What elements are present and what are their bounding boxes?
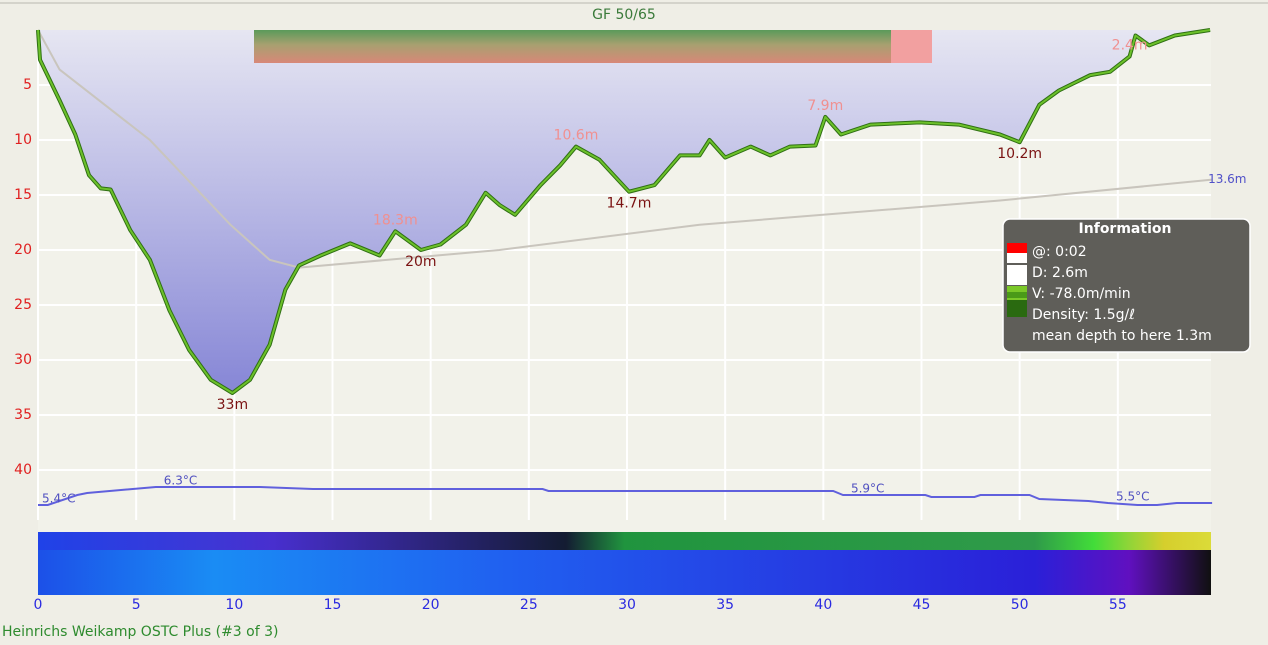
- depth-label: 18.3m: [373, 212, 418, 228]
- depth-label: 33m: [217, 397, 248, 413]
- depth-label: 20m: [405, 254, 436, 270]
- y-tick-label: 30: [14, 352, 32, 368]
- info-line: D: 2.6m: [1032, 265, 1088, 281]
- tissue-bar: [254, 30, 891, 63]
- x-tick-label: 0: [34, 597, 43, 613]
- heatmap-top: [38, 532, 1211, 550]
- depth-label: 10.2m: [997, 146, 1042, 162]
- temperature-label: 5.4°C: [42, 492, 75, 506]
- lines-layer: 13.6m 33m 18.3m 20m 10.6m 14.7m 7.9m 10.2m 2.4m 5…: [36, 28, 1246, 506]
- info-box-frame: [1002, 218, 1251, 353]
- y-tick-label: 25: [14, 297, 32, 313]
- y-tick-label: 20: [14, 242, 32, 258]
- temperature-label: 5.5°C: [1116, 490, 1149, 504]
- depth-label: 7.9m: [807, 98, 843, 114]
- y-tick-label: 15: [14, 187, 32, 203]
- x-tick-label: 35: [716, 597, 734, 613]
- depth-line: [37, 29, 1211, 394]
- icon: [1007, 265, 1027, 285]
- info-line: V: -78.0m/min: [1032, 286, 1131, 302]
- depth-label: 14.7m: [607, 196, 652, 212]
- y-tick-label: 10: [14, 132, 32, 148]
- depth-label: 2.4m: [1112, 37, 1148, 53]
- x-tick-label: 20: [422, 597, 440, 613]
- icon: [1007, 253, 1027, 263]
- info-box: Information @: 0:02 D: 2.6m V: -78.0m/mi…: [1002, 218, 1251, 353]
- icon: [1007, 300, 1027, 317]
- tissue-bar-end: [891, 30, 932, 63]
- depth-label: 10.6m: [554, 128, 599, 144]
- info-title: Information: [1079, 221, 1172, 237]
- y-tick-label: 40: [14, 462, 32, 478]
- info-line: mean depth to here 1.3m: [1032, 328, 1212, 344]
- x-tick-label: 55: [1109, 597, 1127, 613]
- mean-depth-line: [37, 29, 1213, 269]
- x-tick-label: 25: [520, 597, 538, 613]
- temperature-label: 5.9°C: [851, 482, 884, 496]
- mean-depth-label: 13.6m: [1208, 172, 1246, 186]
- x-tick-label: 45: [913, 597, 931, 613]
- y-tick-label: 5: [23, 77, 32, 93]
- footer: Heinrichs Weikamp OSTC Plus (#3 of 3): [2, 624, 278, 640]
- gf-title: GF 50/65: [592, 7, 656, 23]
- icon: [1007, 243, 1027, 253]
- icon: [1007, 292, 1027, 298]
- x-tick-label: 50: [1011, 597, 1029, 613]
- info-line: Density: 1.5g/ℓ: [1032, 307, 1135, 323]
- temperature-label: 6.3°C: [164, 474, 197, 488]
- info-line: @: 0:02: [1032, 244, 1087, 260]
- x-tick-label: 10: [225, 597, 243, 613]
- x-tick-label: 40: [814, 597, 832, 613]
- x-tick-label: 5: [132, 597, 141, 613]
- x-tick-label: 30: [618, 597, 636, 613]
- y-tick-label: 35: [14, 407, 32, 423]
- x-tick-label: 15: [324, 597, 342, 613]
- temperature-line: [38, 486, 1213, 506]
